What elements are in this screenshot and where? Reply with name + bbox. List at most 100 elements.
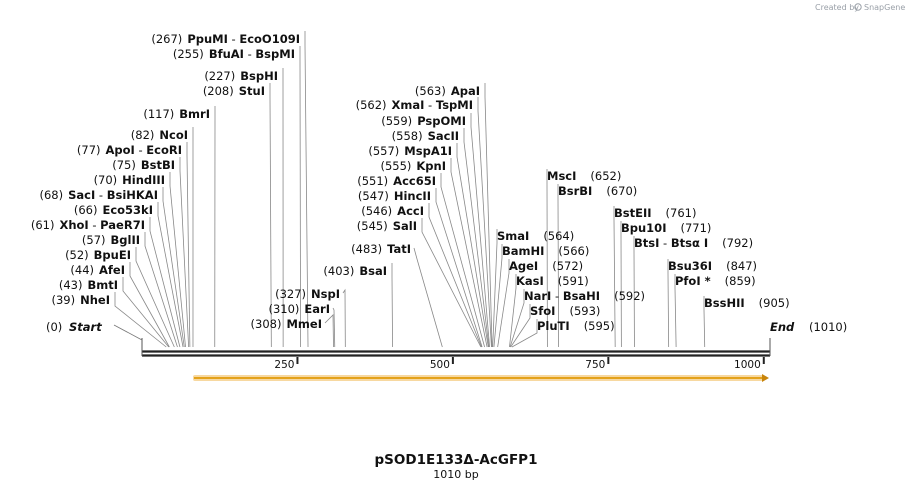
site-enzyme-name: StuI [239,84,265,98]
site-label-eari[interactable]: EarI (310) [268,302,330,316]
site-label-apai[interactable]: ApaI (563) [415,84,480,98]
site-enzyme-name: BamHI [502,244,544,258]
enzyme-name: BstEII [614,206,652,220]
site-label-saci[interactable]: SacI - BsiHKAI (68) [40,188,159,202]
site-label-bsteii[interactable]: BstEII (761) [614,206,696,220]
site-label-bmri[interactable]: BmrI (117) [143,107,210,121]
site-label-nhei[interactable]: NheI (39) [52,293,111,307]
site-label-mmei[interactable]: MmeI (308) [251,317,322,331]
site-leader-bstbi [179,157,190,348]
site-label-acci[interactable]: AccI (546) [361,204,424,218]
site-leader-afei [129,262,170,348]
site-label-smai[interactable]: SmaI (564) [497,229,574,243]
site-enzyme-name: NheI [80,293,110,307]
enzyme-name: ApoI [106,143,135,157]
site-position: (905) [759,296,790,310]
site-label-pspomi[interactable]: PspOMI (559) [381,114,466,128]
site-label-sacii[interactable]: SacII (558) [392,129,459,143]
site-label-xhoi[interactable]: XhoI - PaeR7I (61) [31,218,145,232]
site-leader-nspi [342,288,346,348]
site-enzyme-name: BmrI [179,107,210,121]
site-position: (327) [275,287,306,301]
site-label-hindiii[interactable]: HindIII (70) [94,173,165,187]
enzyme-name: Bpu10I [621,221,666,235]
site-leader-apoi [186,142,191,348]
site-enzyme-name: BmtI [87,278,118,292]
site-enzyme-name: MscI [547,169,576,183]
feature-arrow-icon [762,374,769,382]
site-label-acc65i[interactable]: Acc65I (551) [357,174,436,188]
site-leader-bpuei [135,247,175,348]
site-label-bpu10i[interactable]: Bpu10I (771) [621,221,711,235]
site-label-nspi[interactable]: NspI (327) [275,287,340,301]
site-label-bsu36i[interactable]: Bsu36I (847) [668,259,757,273]
site-label-bstbi[interactable]: BstBI (75) [112,158,175,172]
site-position: (82) [131,128,155,142]
enzyme-name: BsaI [359,264,387,278]
enzyme-isoschizomer-name: EcoRI [146,143,182,157]
site-position: (593) [569,304,600,318]
site-enzyme-name: PluTI [537,319,570,333]
site-enzyme-name: AfeI [99,263,125,277]
site-enzyme-name: XmaI - TspMI [392,98,473,112]
site-enzyme-name: BfuAI - BspMI [209,47,295,61]
site-label-pfoi[interactable]: PfoI * (859) [675,274,756,288]
site-label-sali[interactable]: SalI (545) [357,219,417,233]
site-label-bglii[interactable]: BglII (57) [82,233,140,247]
site-label-bsrbi[interactable]: BsrBI (670) [558,184,637,198]
site-enzyme-name: HincII [394,189,431,203]
enzyme-isoschizomer-name: BsaHI [563,289,600,303]
site-label-apoi[interactable]: ApoI - EcoRI (77) [77,143,182,157]
site-position: (68) [40,188,64,202]
site-label-pluti[interactable]: PluTI (595) [537,319,615,333]
site-leader-pluti [511,319,538,348]
site-label-xmai[interactable]: XmaI - TspMI (562) [356,98,473,112]
site-label-ncoi[interactable]: NcoI (82) [131,128,188,142]
enzyme-name: MscI [547,169,576,183]
site-label-msci[interactable]: MscI (652) [547,169,621,183]
site-enzyme-name: HindIII [122,173,165,187]
site-label-bfuai[interactable]: BfuAI - BspMI (255) [173,47,295,61]
site-enzyme-name: BssHII [704,296,745,310]
site-label-bsai[interactable]: BsaI (403) [323,264,387,278]
site-label-afei[interactable]: AfeI (44) [70,263,125,277]
site-position: (792) [722,236,753,250]
site-position: (558) [392,129,423,143]
site-label-bpuei[interactable]: BpuEI (52) [65,248,131,262]
site-position: (761) [666,206,697,220]
site-leader-nhei [114,292,167,348]
site-enzyme-name: KpnI [416,159,446,173]
site-position: (403) [323,264,354,278]
site-label-bsshii[interactable]: BssHII (905) [704,296,790,310]
site-position: (77) [77,143,101,157]
site-enzyme-name: NcoI [159,128,188,142]
site-label-bamhi[interactable]: BamHI (566) [502,244,589,258]
site-position: (483) [351,242,382,256]
site-label-kasi[interactable]: KasI (591) [516,274,589,288]
sequence-backbone [141,338,771,357]
enzyme-name: NspI [311,287,340,301]
site-label-sfoi[interactable]: SfoI (593) [530,304,600,318]
site-label-kpni[interactable]: KpnI (555) [380,159,446,173]
site-enzyme-name: SacI - BsiHKAI [68,188,158,202]
site-label-btsi[interactable]: BtsI - Btsα I (792) [634,236,753,250]
site-label-bmti[interactable]: BmtI (43) [59,278,118,292]
site-leader-xmai [477,97,492,348]
site-enzyme-name: BstEII [614,206,652,220]
site-label-bsphi[interactable]: BspHI (227) [204,69,278,83]
site-label-tati[interactable]: TatI (483) [351,242,411,256]
site-label-hincii[interactable]: HincII (547) [358,189,431,203]
enzyme-name: AfeI [99,263,125,277]
site-label-mspa1i[interactable]: MspA1I (557) [368,144,452,158]
site-label-eco53ki[interactable]: Eco53kI (66) [74,203,153,217]
site-label-agei[interactable]: AgeI (572) [509,259,583,273]
map-title: pSOD1E133Δ-AcGFP1 [375,452,538,468]
acgfp1-feature[interactable] [193,374,769,382]
site-position: (308) [251,317,282,331]
site-label-nari[interactable]: NarI - BsaHI (592) [524,289,645,303]
site-enzyme-name: MmeI [286,317,322,331]
site-label-stui[interactable]: StuI (208) [203,84,265,98]
site-position: (572) [552,259,583,273]
site-position: (267) [151,32,182,46]
site-label-ppumi[interactable]: PpuMI - EcoO109I (267) [151,32,300,46]
